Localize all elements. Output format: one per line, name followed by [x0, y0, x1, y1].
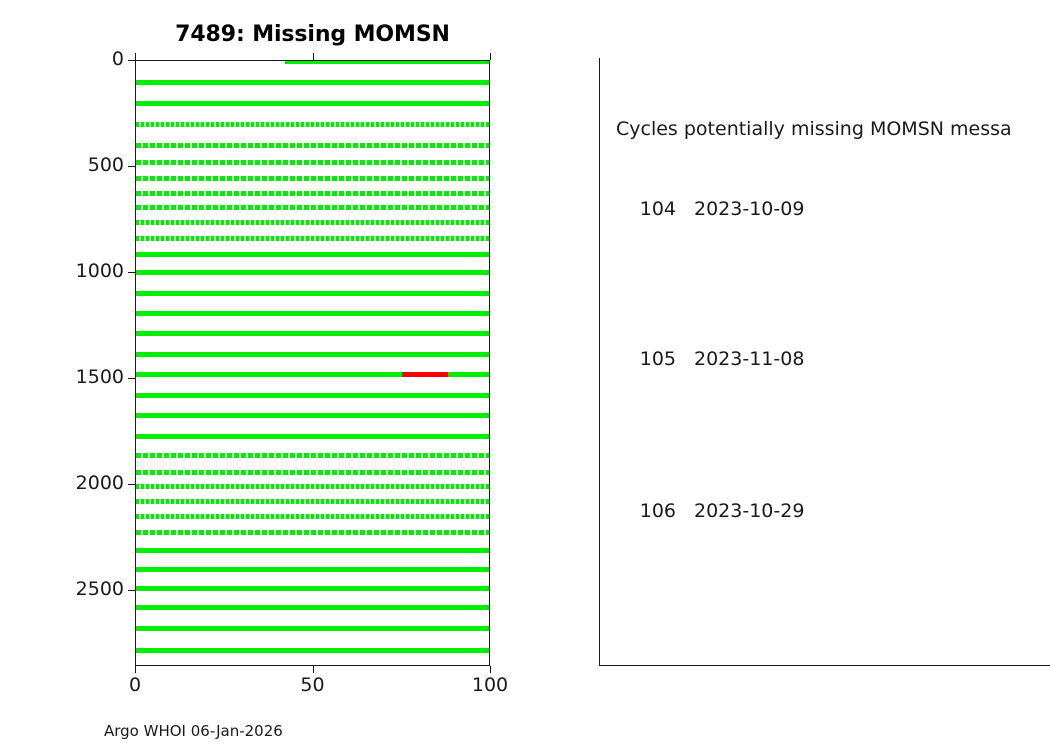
- missing-cycle-entry: 104 2023-10-09: [616, 198, 805, 220]
- cycle-coverage-row: [136, 413, 489, 419]
- cycle-coverage-row: [136, 270, 489, 276]
- cycle-coverage-row: [136, 252, 489, 258]
- y-axis-tick-mark: [128, 165, 135, 167]
- x-axis-tick-label: 0: [128, 674, 142, 696]
- cycle-coverage-row: [285, 61, 489, 64]
- cycle-coverage-row: [136, 452, 489, 458]
- cycle-coverage-row: [136, 190, 489, 196]
- cycle-coverage-row: [136, 330, 489, 336]
- cycle-coverage-row: [136, 351, 489, 357]
- x-axis-tick-mark: [135, 666, 136, 673]
- cycle-coverage-row: [136, 586, 489, 592]
- cycle-coverage-row: [136, 647, 489, 653]
- cycle-coverage-row: [136, 143, 489, 149]
- cycle-coverage-row: [136, 433, 489, 439]
- missing-cycle-entry: 106 2023-10-29: [616, 500, 805, 522]
- x-axis-tick-label: 100: [471, 674, 509, 696]
- y-axis-tick-label: 500: [87, 153, 124, 176]
- cycle-coverage-row: [136, 290, 489, 296]
- x-axis-tick-mark-top: [312, 53, 314, 60]
- cycle-coverage-row: [136, 664, 222, 665]
- footer-credit: Argo WHOI 06-Jan-2026: [104, 722, 283, 740]
- missing-cycle-date: 2023-10-29: [694, 500, 805, 522]
- missing-momsn-span: [402, 372, 449, 378]
- x-axis-tick-mark-top: [135, 53, 136, 60]
- y-axis-tick-label: 2500: [75, 577, 124, 600]
- y-axis-tick-label: 1500: [75, 365, 124, 388]
- cycle-coverage-row: [136, 567, 489, 573]
- cycle-coverage-row: [136, 626, 489, 632]
- cycle-coverage-row: [136, 79, 489, 85]
- cycle-coverage-row: [136, 122, 489, 128]
- x-axis-tick-mark: [312, 666, 314, 673]
- x-axis-tick-label: 50: [300, 674, 325, 696]
- missing-cycle-date: 2023-10-09: [694, 198, 805, 220]
- cycle-coverage-row: [136, 499, 489, 505]
- plot-data-area: [136, 61, 489, 665]
- cycle-coverage-row: [136, 393, 489, 399]
- missing-cycle-date: 2023-11-08: [694, 348, 805, 370]
- y-axis-tick-label: 1000: [75, 259, 124, 282]
- cycle-coverage-row: [136, 484, 489, 490]
- cycle-coverage-row: [136, 219, 489, 225]
- cycle-coverage-row: [136, 236, 489, 242]
- y-axis-tick-label: 2000: [75, 471, 124, 494]
- cycle-coverage-row: [136, 372, 489, 378]
- y-axis-tick-mark: [128, 60, 135, 61]
- cycle-coverage-row: [136, 160, 489, 166]
- cycle-coverage-row: [136, 469, 489, 475]
- x-axis-tick-mark-top: [490, 53, 491, 60]
- cycle-coverage-row: [136, 176, 489, 182]
- missing-cycle-number: 106: [639, 500, 676, 522]
- cycle-coverage-row: [136, 100, 489, 106]
- missing-momsn-panel: Cycles potentially missing MOMSN messa 1…: [599, 58, 1050, 666]
- y-axis-tick-label: 0: [111, 48, 124, 70]
- momsn-plot-axes: [135, 60, 490, 666]
- cycle-coverage-row: [136, 514, 489, 520]
- cycle-coverage-row: [136, 310, 489, 316]
- missing-cycle-number: 104: [639, 198, 676, 220]
- page-title: 7489: Missing MOMSN: [175, 22, 450, 47]
- y-axis-tick-mark: [128, 271, 135, 273]
- y-axis-tick-mark: [128, 589, 135, 591]
- y-axis-tick-mark: [128, 377, 135, 379]
- cycle-coverage-row: [136, 547, 489, 553]
- cycle-coverage-row: [136, 605, 489, 611]
- cycle-coverage-row: [136, 529, 489, 535]
- missing-cycle-number: 105: [639, 348, 676, 370]
- cycle-coverage-row: [136, 204, 489, 210]
- panel-heading: Cycles potentially missing MOMSN messa: [616, 118, 1012, 140]
- missing-cycle-entry: 105 2023-11-08: [616, 348, 805, 370]
- y-axis-tick-mark: [128, 483, 135, 485]
- x-axis-tick-mark: [490, 666, 491, 673]
